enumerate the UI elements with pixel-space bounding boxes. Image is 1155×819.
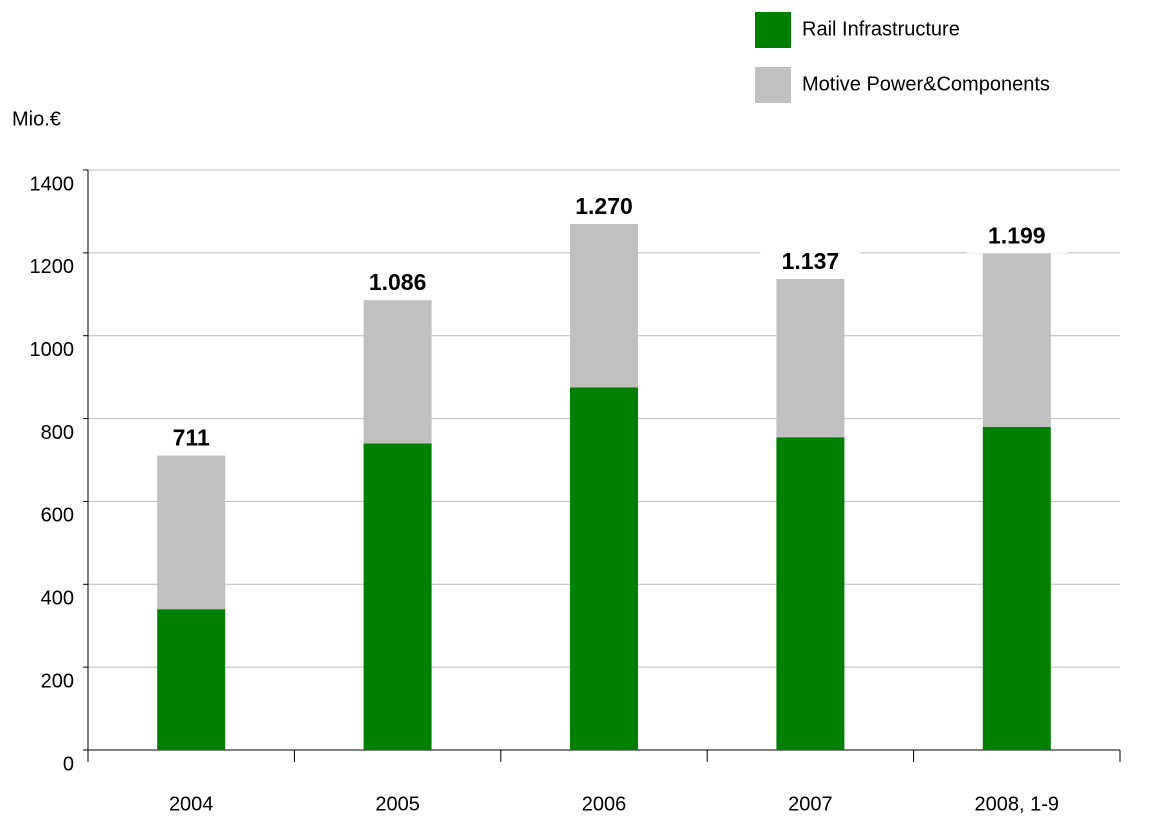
total-label-bg xyxy=(141,423,242,456)
x-tick-label: 2005 xyxy=(375,793,420,815)
total-label: 1.086 xyxy=(369,269,427,295)
x-tick-label: 2008, 1-9 xyxy=(975,793,1060,815)
y-tick-label: 1200 xyxy=(30,256,75,278)
bar-segment xyxy=(363,443,432,750)
x-tick-label: 2006 xyxy=(582,793,627,815)
bar-segment xyxy=(157,609,226,750)
bar-segment xyxy=(982,426,1051,750)
x-tick-label: 2007 xyxy=(788,793,833,815)
y-tick-label: 1000 xyxy=(30,339,75,361)
total-label-bg xyxy=(760,246,861,279)
total-label: 1.199 xyxy=(988,222,1046,248)
total-label: 711 xyxy=(173,425,210,451)
legend-swatch xyxy=(755,67,791,103)
bar-segment xyxy=(157,455,226,610)
bar-segment xyxy=(363,300,432,444)
y-tick-label: 600 xyxy=(41,505,74,527)
bar-segment xyxy=(982,253,1051,427)
y-tick-label: 1400 xyxy=(30,173,75,195)
total-label-bg xyxy=(554,191,654,224)
legend-label: Rail Infrastructure xyxy=(802,18,960,40)
y-tick-label: 800 xyxy=(41,422,74,444)
y-tick-label: 400 xyxy=(41,588,74,610)
bar-segment xyxy=(776,278,845,438)
total-label: 1.270 xyxy=(575,193,633,219)
y-tick-label: 200 xyxy=(41,670,74,692)
bar-segment xyxy=(776,437,845,750)
total-label: 1.137 xyxy=(782,248,840,274)
total-label-bg xyxy=(347,268,448,301)
x-tick-label: 2004 xyxy=(169,793,214,815)
bar-segment xyxy=(570,223,638,388)
y-tick-label: 0 xyxy=(63,753,74,775)
legend-swatch xyxy=(755,12,791,48)
legend-label: Motive Power&Components xyxy=(802,73,1050,95)
bar-segment xyxy=(570,387,638,750)
total-label-bg xyxy=(966,221,1067,254)
y-axis-label: Mio.€ xyxy=(12,108,61,130)
